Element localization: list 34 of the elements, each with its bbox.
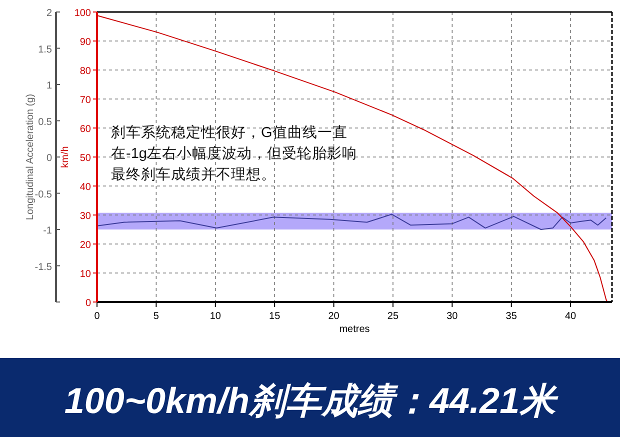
x-axis-title: metres [339, 324, 370, 335]
y-tick-label: 20 [80, 240, 92, 251]
y2-tick-label: -1 [43, 226, 52, 236]
y2-tick-label: -0.5 [34, 189, 52, 200]
y2-tick-label: 1.5 [38, 44, 52, 56]
y-tick-label: 70 [80, 95, 92, 106]
y2-axis-title: Longitudinal Acceleration (g) [25, 94, 36, 220]
y-tick-label: 90 [80, 37, 92, 48]
line-series [96, 14, 608, 302]
x-tick-label: 25 [387, 311, 399, 322]
text: 100~0km/h刹车成绩：44.21米 [64, 380, 559, 421]
x-tick-label: 20 [328, 311, 340, 322]
y2-tick-label: 0 [46, 153, 52, 164]
x-tick-label: 10 [210, 311, 222, 322]
x-tick-label: 40 [565, 311, 577, 322]
y-axis-title: km/h [60, 146, 71, 168]
x-tick-label: 30 [446, 311, 458, 322]
y2-tick-label: 1 [46, 80, 52, 92]
y-tick-label: 10 [80, 269, 92, 280]
y-tick-label: 100 [74, 8, 92, 19]
y2-tick-label: -1.5 [34, 262, 52, 273]
y-tick-label: 0 [85, 298, 92, 309]
y-tick-label: 60 [80, 124, 92, 135]
y2-tick-label: 0.5 [38, 116, 52, 128]
y-tick-label: 50 [80, 153, 92, 164]
y2-tick-label: 2 [46, 8, 52, 19]
y-tick-label: 30 [80, 211, 92, 222]
y-tick-label: 80 [80, 66, 92, 77]
x-tick-label: 35 [506, 311, 518, 322]
y-tick-label: 40 [80, 182, 92, 193]
annotation: 刹车系统稳定性很好，G值曲线一直在-1g左右小幅度波动，但受轮胎影响最终刹车成绩并不理想。 [111, 124, 357, 183]
x-tick-label: 15 [269, 311, 281, 322]
x-tick-label: 5 [153, 311, 160, 322]
x-tick-label: 0 [94, 311, 100, 322]
